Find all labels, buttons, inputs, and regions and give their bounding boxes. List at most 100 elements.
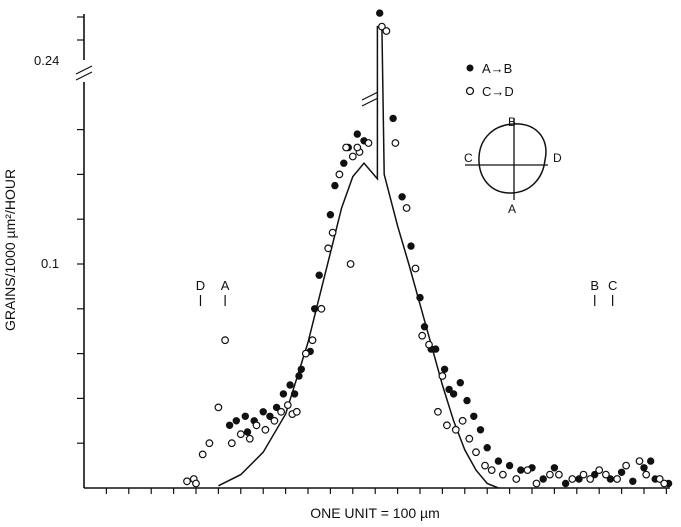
data-point-c-to-d <box>245 434 254 443</box>
data-point-c-to-d <box>487 466 496 475</box>
data-point-a-to-b <box>476 426 485 434</box>
data-point-c-to-d <box>642 470 651 479</box>
data-point-c-to-d <box>586 475 595 483</box>
inset-label-left: C <box>464 151 473 165</box>
data-point-c-to-d <box>192 479 200 488</box>
data-point-a-to-b <box>539 475 547 483</box>
data-point-c-to-d <box>324 244 333 253</box>
data-point-a-to-b <box>640 464 648 472</box>
position-marker-label-a: A <box>221 278 230 293</box>
data-point-c-to-d <box>252 421 261 430</box>
data-point-c-to-d <box>438 372 447 380</box>
data-point-a-to-b <box>470 412 478 420</box>
legend-label-c-to-d: C→D <box>482 84 514 99</box>
data-point-c-to-d <box>622 461 630 470</box>
data-point-c-to-d <box>261 425 270 434</box>
data-point-a-to-b <box>225 421 234 429</box>
data-point-c-to-d <box>613 475 621 483</box>
inset-outline <box>478 123 547 194</box>
data-point-a-to-b <box>259 408 267 416</box>
data-point-a-to-b <box>591 470 599 479</box>
data-point-c-to-d <box>292 407 301 416</box>
data-point-a-to-b <box>315 271 323 279</box>
data-point-c-to-d <box>595 466 604 475</box>
data-point-a-to-b <box>340 159 348 167</box>
data-point-a-to-b <box>353 130 361 138</box>
data-point-c-to-d <box>523 466 532 475</box>
data-point-c-to-d <box>451 425 460 434</box>
data-point-c-to-d <box>465 434 474 443</box>
data-points <box>183 9 673 488</box>
data-point-c-to-d <box>532 479 541 488</box>
data-point-c-to-d <box>214 403 223 412</box>
fit-curve <box>218 25 499 489</box>
data-point-a-to-b <box>389 114 397 123</box>
data-point-c-to-d <box>411 264 420 273</box>
data-point-a-to-b <box>241 412 249 420</box>
data-point-a-to-b <box>407 242 415 250</box>
data-point-c-to-d <box>434 407 442 416</box>
data-point-c-to-d <box>635 457 644 466</box>
axis-ticks <box>77 16 668 494</box>
data-point-a-to-b <box>550 464 559 472</box>
data-point-a-to-b <box>286 381 294 389</box>
data-point-c-to-d <box>183 477 191 486</box>
data-point-c-to-d <box>353 143 362 152</box>
orientation-inset: B A C D <box>464 115 562 216</box>
data-point-c-to-d <box>568 475 577 483</box>
data-point-a-to-b <box>505 461 514 470</box>
data-point-a-to-b <box>376 9 384 17</box>
data-point-a-to-b <box>331 181 339 190</box>
data-point-c-to-d <box>221 336 230 345</box>
data-point-c-to-d <box>277 407 286 416</box>
data-point-a-to-b <box>266 412 274 420</box>
data-point-a-to-b <box>297 365 305 373</box>
data-point-c-to-d <box>198 450 207 459</box>
data-point-c-to-d <box>443 421 451 430</box>
data-point-a-to-b <box>445 385 453 394</box>
data-point-c-to-d <box>205 439 214 448</box>
data-point-a-to-b <box>295 372 303 380</box>
data-point-a-to-b <box>494 457 503 465</box>
y-tick-label-0.1: 0.1 <box>41 256 59 271</box>
legend: A→B C→D <box>465 61 514 99</box>
position-marker-label-d: D <box>196 278 205 293</box>
data-point-c-to-d <box>328 228 337 237</box>
data-point-a-to-b <box>463 396 471 405</box>
y-axis-label: GRAINS/1000 µm²/HOUR <box>2 169 18 331</box>
data-point-a-to-b <box>243 428 252 436</box>
data-point-c-to-d <box>402 204 411 212</box>
data-point-c-to-d <box>546 470 554 479</box>
data-point-c-to-d <box>301 349 310 358</box>
data-point-a-to-b <box>456 379 464 387</box>
position-marker-label-c: C <box>608 278 617 293</box>
data-point-c-to-d <box>378 22 386 31</box>
y-tick-label-0.24: 0.24 <box>34 53 59 68</box>
data-point-c-to-d <box>317 304 326 313</box>
peak-break <box>361 91 379 107</box>
position-marker-label-b: B <box>590 278 599 293</box>
data-point-c-to-d <box>342 143 351 152</box>
data-point-c-to-d <box>425 340 433 349</box>
legend-marker-filled <box>466 64 474 72</box>
data-point-c-to-d <box>458 416 467 425</box>
data-point-a-to-b <box>561 479 570 488</box>
data-point-a-to-b <box>416 293 424 302</box>
data-point-a-to-b <box>440 365 449 373</box>
data-point-a-to-b <box>647 457 655 465</box>
data-point-a-to-b <box>272 403 281 412</box>
data-point-c-to-d <box>655 475 664 483</box>
data-point-a-to-b <box>517 466 525 474</box>
data-point-c-to-d <box>512 475 521 483</box>
data-point-c-to-d <box>472 448 480 457</box>
data-point-c-to-d <box>335 170 344 179</box>
legend-marker-open <box>465 86 475 96</box>
inset-label-top: B <box>508 115 516 129</box>
data-point-c-to-d <box>236 430 245 439</box>
data-point-c-to-d <box>579 470 588 479</box>
legend-label-a-to-b: A→B <box>482 61 512 76</box>
inset-label-bottom: A <box>508 202 516 216</box>
data-point-a-to-b <box>279 390 288 398</box>
y-axis-break <box>75 65 93 81</box>
